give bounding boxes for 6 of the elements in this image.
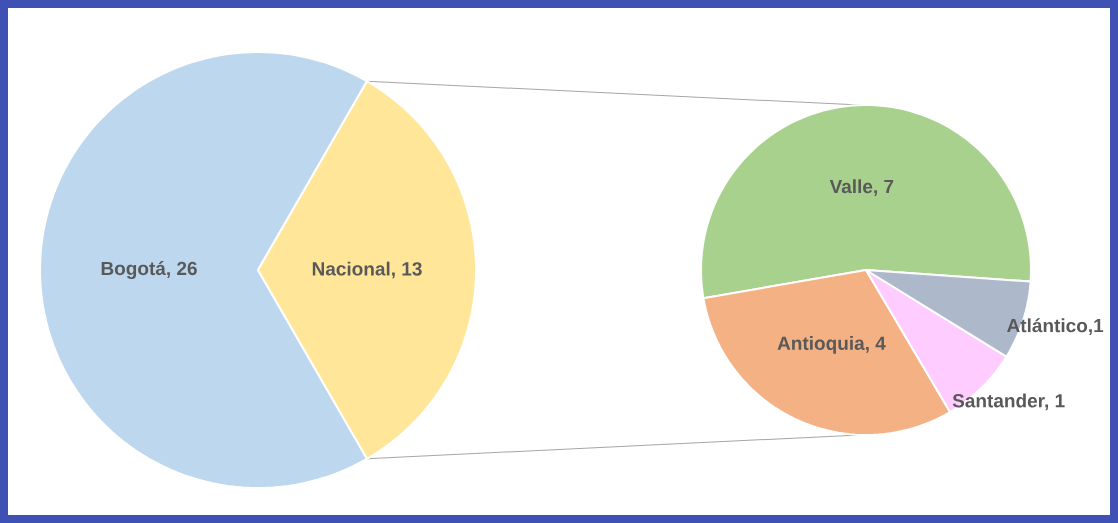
slice-label: Nacional, 13 bbox=[312, 261, 422, 279]
slice-label: Santander, 1 bbox=[952, 393, 1065, 411]
slice-label: Bogotá, 26 bbox=[101, 261, 197, 279]
slice-label: Antioquia, 4 bbox=[777, 336, 886, 354]
slice-label: Atlántico,1 bbox=[1007, 318, 1104, 336]
slice-label: Valle, 7 bbox=[829, 179, 894, 196]
